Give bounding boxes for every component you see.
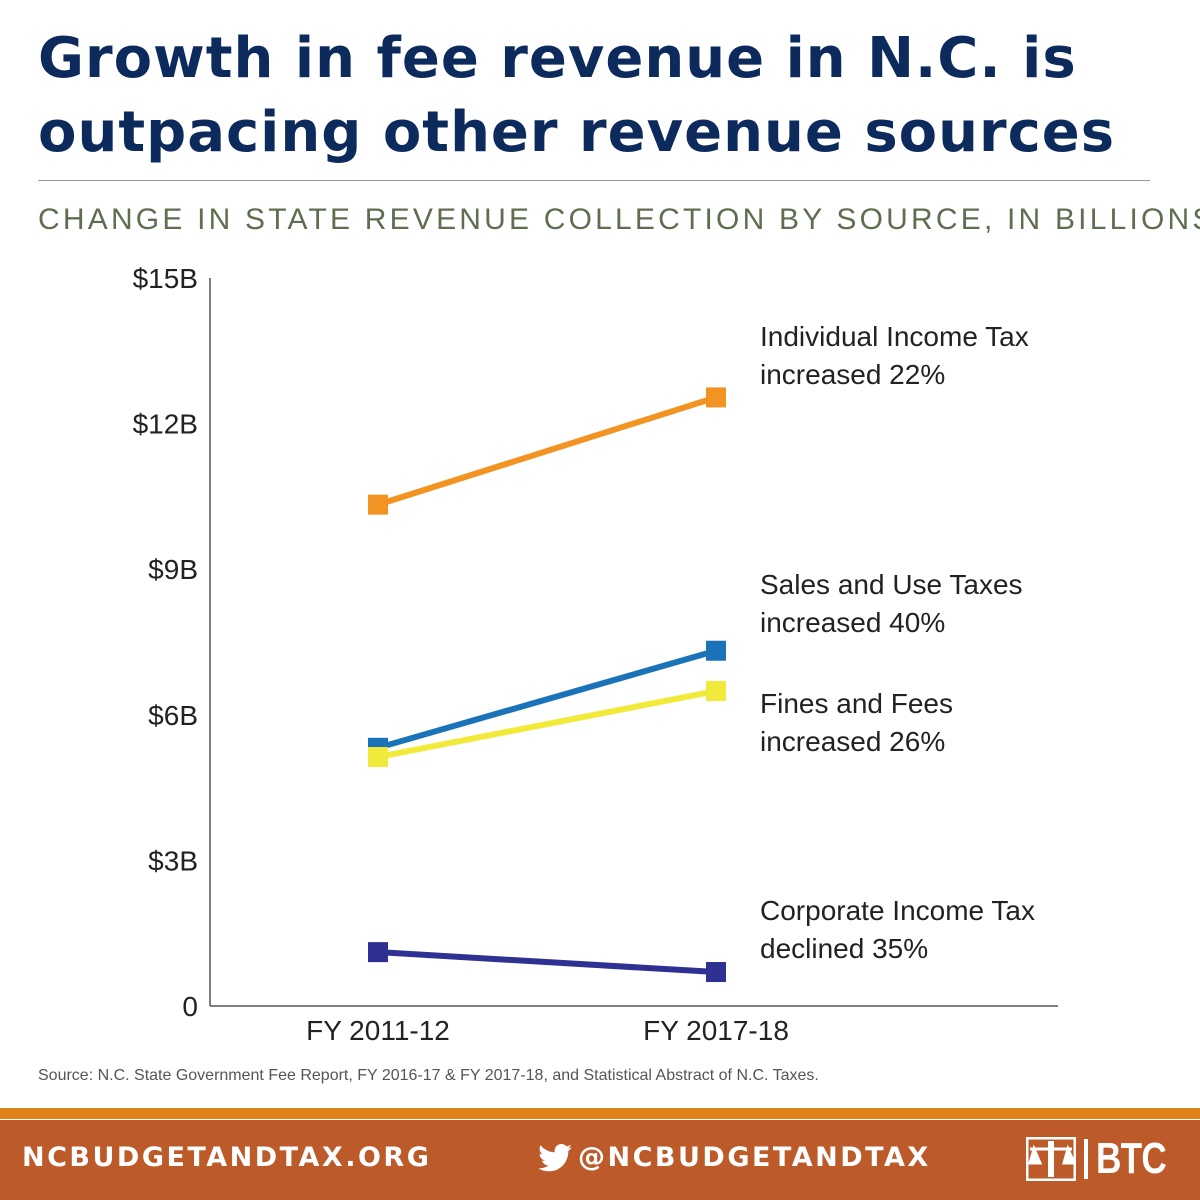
series-label: Individual Income Tax: [760, 321, 1029, 352]
series-label: Fines and Fees: [760, 688, 953, 719]
x-tick-label: FY 2017-18: [643, 1015, 789, 1046]
twitter-link[interactable]: @NCBUDGETANDTAX: [538, 1142, 931, 1173]
website-link[interactable]: NCBUDGETANDTAX.ORG: [22, 1142, 432, 1173]
data-point: [368, 494, 388, 515]
twitter-bird-icon: [538, 1143, 572, 1171]
y-tick-label: $9B: [148, 554, 198, 585]
series-annotation: increased 40%: [760, 607, 945, 638]
y-tick-label: $15B: [133, 263, 198, 294]
divider: [38, 180, 1150, 181]
y-tick-label: $3B: [148, 845, 198, 876]
btc-logo: BTC: [1026, 1134, 1183, 1184]
series-line: [377, 394, 717, 508]
series-annotation: increased 26%: [760, 726, 945, 757]
data-point: [368, 942, 388, 963]
series-label: Sales and Use Taxes: [760, 569, 1023, 600]
x-tick-label: FY 2011-12: [306, 1015, 450, 1046]
series-line: [377, 688, 717, 760]
data-point: [706, 640, 726, 661]
y-tick-label: $6B: [148, 700, 198, 731]
series-line: [377, 647, 717, 751]
logo-text: BTC: [1096, 1134, 1167, 1183]
footer: NCBUDGETANDTAX.ORG @NCBUDGETANDTAX BTC: [0, 1120, 1200, 1200]
series-annotation: increased 22%: [760, 359, 945, 390]
page-title: Growth in fee revenue in N.C. is outpaci…: [38, 26, 1116, 165]
data-point: [706, 962, 726, 983]
data-point: [706, 387, 726, 408]
series-annotation: declined 35%: [760, 933, 928, 964]
scales-logo-icon: [1026, 1137, 1076, 1181]
series-line: [377, 949, 717, 976]
line-chart: 0 $3B $6B $9B $12B $15B FY 2011-12 FY 2017-18 In…: [133, 263, 1058, 1046]
logo-divider: [1084, 1139, 1088, 1179]
chart-subtitle: CHANGE IN STATE REVENUE COLLECTION BY SO…: [38, 203, 1200, 236]
footer-stripe: [0, 1108, 1200, 1119]
data-point: [368, 747, 388, 768]
data-point: [706, 681, 726, 702]
series-label: Corporate Income Tax: [760, 895, 1035, 926]
y-tick-label: $12B: [133, 409, 198, 440]
y-tick-label: 0: [182, 991, 198, 1022]
source-note: Source: N.C. State Government Fee Report…: [38, 1067, 819, 1084]
twitter-handle: @NCBUDGETANDTAX: [578, 1142, 931, 1173]
